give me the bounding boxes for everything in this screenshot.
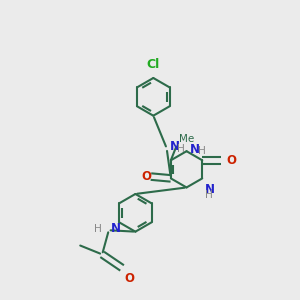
Text: Me: Me: [179, 134, 194, 144]
Text: N: N: [190, 143, 200, 156]
Text: H: H: [205, 190, 213, 200]
Text: O: O: [226, 154, 236, 167]
Text: N: N: [111, 222, 121, 235]
Text: O: O: [142, 170, 152, 183]
Text: H: H: [198, 146, 206, 156]
Text: H: H: [94, 224, 102, 234]
Text: O: O: [124, 272, 134, 285]
Text: Cl: Cl: [147, 58, 160, 71]
Text: H: H: [177, 144, 184, 154]
Text: N: N: [205, 183, 215, 196]
Text: N: N: [169, 140, 179, 153]
